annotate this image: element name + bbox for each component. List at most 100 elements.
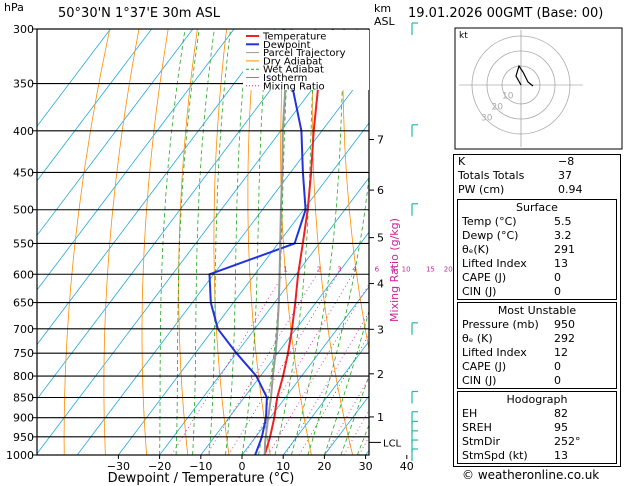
x-tick-label: 20 xyxy=(317,460,331,473)
km-tick-label: 6 xyxy=(377,184,384,197)
wet-adiabat-line xyxy=(175,29,200,455)
y-tick-label: 500 xyxy=(13,204,34,217)
mixing-ratio-line xyxy=(206,274,318,455)
indices.most_unstable-value: 0 xyxy=(554,374,561,387)
indices-value: 0.94 xyxy=(558,183,583,196)
mixing-ratio-label: 8 xyxy=(391,265,395,273)
x-axis-label: Dewpoint / Temperature (°C) xyxy=(108,471,295,486)
indices.most_unstable-value: 12 xyxy=(554,346,568,359)
surface-title: Surface xyxy=(516,201,558,214)
indices-value: 37 xyxy=(558,169,572,182)
mixing-ratio-label: 20 xyxy=(444,265,453,273)
indices-row: PW (cm) 0.94 xyxy=(454,183,620,197)
indices.surface-row: Temp (°C) 5.5 xyxy=(458,215,616,229)
hodograph-trace xyxy=(515,64,534,87)
isotherm-line xyxy=(37,29,235,291)
mixing-ratio-line xyxy=(298,333,369,455)
km-tick-label: 5 xyxy=(377,232,384,245)
indices.surface-row: CIN (J) 0 xyxy=(458,285,616,299)
x-tick-label: 10 xyxy=(276,460,290,473)
indices.hodograph_stats-row: EH 82 xyxy=(458,407,616,421)
indices.surface-label: Temp (°C) xyxy=(462,215,517,228)
legend-entry: Parcel Trajectory xyxy=(263,48,346,59)
isotherm-line xyxy=(37,29,317,400)
indices.hodograph_stats-row: StmDir 252° xyxy=(458,435,616,449)
legend-entry: Isotherm xyxy=(263,73,307,84)
most-unstable-title: Most Unstable xyxy=(497,304,577,317)
wet-adiabat-line xyxy=(159,29,186,455)
y-tick-label: 750 xyxy=(13,347,34,360)
wet-adiabat-line xyxy=(192,29,215,455)
legend-entry: Dewpoint xyxy=(263,40,311,51)
x-tick-label: −10 xyxy=(189,460,212,473)
mixing-ratio-label: 2 xyxy=(317,265,321,273)
y-tick-label: 600 xyxy=(13,268,34,281)
wet-adiabat-line xyxy=(208,29,231,455)
mixing-ratio-label: 1 xyxy=(283,265,287,273)
indices-label: PW (cm) xyxy=(458,183,505,196)
indices.hodograph_stats-value: 13 xyxy=(554,449,568,462)
mixing-ratio-line xyxy=(267,283,369,455)
isotherm-line xyxy=(37,29,358,455)
wet-adiabat-line xyxy=(225,29,249,455)
indices.surface-row: Lifted Index 13 xyxy=(458,257,616,271)
indices.most_unstable-row: CIN (J) 0 xyxy=(458,374,616,388)
indices-label: K xyxy=(458,155,466,168)
legend-entry: Wet Adiabat xyxy=(263,65,324,76)
km-tick-label: 3 xyxy=(377,323,384,336)
legend-entry: Temperature xyxy=(262,32,326,43)
y-tick-label: 350 xyxy=(13,78,34,91)
y-tick-label: 650 xyxy=(13,297,34,310)
indices.most_unstable-label: CIN (J) xyxy=(462,374,497,387)
km-tick-label: 1 xyxy=(377,411,384,424)
indices.surface-label: Dewp (°C) xyxy=(462,229,519,242)
isotherm-line xyxy=(37,29,111,127)
indices.most_unstable-label: Pressure (mb) xyxy=(462,318,539,331)
mixing-ratio-line xyxy=(324,377,369,455)
indices.most_unstable-row: θₑ (K) 292 xyxy=(458,332,616,346)
y-tick-label: 700 xyxy=(13,323,34,336)
hodograph-stats-section: Hodograph EH 82 SREH 95 StmDir 252° StmSpd (kt… xyxy=(457,391,617,464)
wind-barbs xyxy=(411,22,418,461)
indices.hodograph_stats-label: SREH xyxy=(462,421,492,434)
y-tick-label: 300 xyxy=(13,23,34,36)
isotherm-line xyxy=(37,29,194,237)
indices.surface-row: CAPE (J) 0 xyxy=(458,271,616,285)
indices.hodograph_stats-row: StmSpd (kt) 13 xyxy=(458,449,616,463)
indices.surface-value: 0 xyxy=(554,285,561,298)
hpa-label: hPa xyxy=(4,1,24,14)
datetime-title: 19.01.2026 00GMT (Base: 00) xyxy=(408,6,604,21)
indices.hodograph_stats-label: StmSpd (kt) xyxy=(462,449,528,462)
location-title: 50°30'N 1°37'E 30m ASL xyxy=(58,6,220,21)
indices.surface-value: 0 xyxy=(554,271,561,284)
indices.surface-label: CIN (J) xyxy=(462,285,497,298)
dry-adiabat-line xyxy=(247,29,271,455)
km-label: km xyxy=(374,2,391,15)
y-tick-label: 950 xyxy=(13,431,34,444)
wet-adiabat-line xyxy=(241,29,269,455)
hodograph-ring-label: 20 xyxy=(491,102,503,112)
isotherm-line xyxy=(200,231,369,455)
y-tick-label: 800 xyxy=(13,370,34,383)
dry-adiabat-line xyxy=(103,29,140,455)
isotherm-line xyxy=(159,176,369,455)
isotherm-line xyxy=(282,340,369,455)
x-tick-label: 30 xyxy=(359,460,373,473)
indices.most_unstable-value: 950 xyxy=(554,318,575,331)
y-tick-label: 550 xyxy=(13,237,34,250)
isotherm-line xyxy=(37,29,276,346)
indices.most_unstable-value: 0 xyxy=(554,360,561,373)
indices.hodograph_stats-label: EH xyxy=(462,407,478,420)
indices-panel: K −8 Totals Totals 37 PW (cm) 0.94 Surface Te… xyxy=(453,154,621,467)
km-tick-label: 4 xyxy=(377,278,384,291)
indices.surface-value: 5.5 xyxy=(554,215,572,228)
indices.hodograph_stats-value: 252° xyxy=(554,435,581,448)
y-tick-label: 450 xyxy=(13,166,34,179)
plot-frame xyxy=(36,28,370,456)
hodograph-ring-label: 10 xyxy=(502,92,514,102)
y-tick-label: 850 xyxy=(13,391,34,404)
indices.surface-label: θₑ(K) xyxy=(462,243,490,256)
mixing-ratio-label: 3 xyxy=(337,265,341,273)
